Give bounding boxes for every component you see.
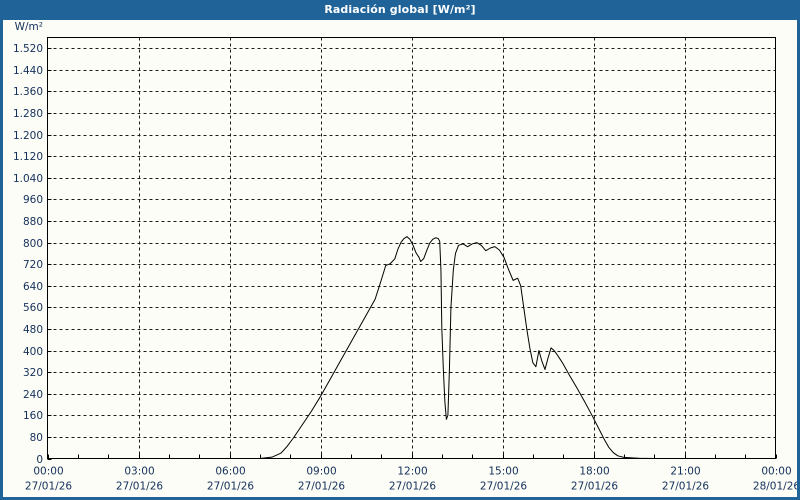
x-axis-tick-date: 27/01/26: [116, 481, 163, 493]
plot-frame-border: [47, 37, 776, 459]
x-axis-tick-date: 27/01/26: [480, 481, 527, 493]
x-axis-tick-time: 21:00: [670, 466, 700, 478]
x-axis-tick-date: 27/01/26: [298, 481, 345, 493]
y-axis-tick-label: 960: [23, 194, 43, 206]
y-axis-tick-label: 640: [23, 281, 43, 293]
x-axis-tick-time: 18:00: [579, 466, 609, 478]
x-axis-tick-time: 03:00: [124, 466, 154, 478]
x-axis-tick-time: 15:00: [488, 466, 518, 478]
x-axis-tick-date: 27/01/26: [662, 481, 709, 493]
y-axis-tick-label: 720: [23, 259, 43, 271]
x-axis-tick-date: 27/01/26: [25, 481, 72, 493]
x-axis-tick-date: 27/01/26: [389, 481, 436, 493]
y-axis-tick-label: 320: [23, 367, 43, 379]
y-axis-tick-label: 1.040: [13, 173, 43, 185]
x-axis-tick-time: 00:00: [33, 466, 63, 478]
chart-plot-area: 0 80 160 240 320 400 480 560 640 720 800 880 960 1.04…: [3, 20, 797, 497]
y-axis-tick-label: 160: [23, 410, 43, 422]
x-axis-tick-time: 09:00: [306, 466, 336, 478]
y-axis-tick-label: 1.280: [13, 108, 43, 120]
radiation-series-line: [47, 236, 776, 459]
y-axis-tick-label: 800: [23, 238, 43, 250]
y-axis-tick-label: 1.360: [13, 86, 43, 98]
y-axis-tick-label: 1.440: [13, 65, 43, 77]
y-axis-labels-group: 0 80 160 240 320 400 480 560 640 720 800 880 960 1.04…: [13, 43, 43, 466]
y-axis-tick-label: 880: [23, 216, 43, 228]
y-axis-tick-label: 480: [23, 324, 43, 336]
x-axis-tick-date: 28/01/26: [753, 481, 797, 493]
gridlines-group: [47, 37, 776, 459]
x-axis-tick-time: 00:00: [761, 466, 791, 478]
y-axis-tick-label: 1.200: [13, 130, 43, 142]
y-axis-tick-label: 0: [36, 454, 43, 466]
axis-ticks-group: [47, 48, 777, 460]
y-axis-tick-label: 1.120: [13, 151, 43, 163]
window-title-bar: Radiación global [W/m²]: [0, 0, 800, 20]
radiation-line-chart: 0 80 160 240 320 400 480 560 640 720 800 880 960 1.04…: [13, 21, 797, 493]
y-axis-tick-label: 400: [23, 346, 43, 358]
page-title: Radiación global [W/m²]: [324, 3, 476, 16]
y-axis-tick-label: 560: [23, 302, 43, 314]
x-axis-labels-group: 00:00 27/01/26 03:00 27/01/26 06:00 27/01/26 0…: [25, 466, 797, 493]
y-axis-tick-label: 240: [23, 389, 43, 401]
x-axis-tick-time: 12:00: [397, 466, 427, 478]
x-axis-tick-time: 06:00: [215, 466, 245, 478]
y-axis-tick-label: 1.520: [13, 43, 43, 55]
x-axis-tick-date: 27/01/26: [207, 481, 254, 493]
x-axis-tick-date: 27/01/26: [571, 481, 618, 493]
y-axis-unit-label: W/m²: [15, 21, 43, 33]
y-axis-tick-label: 80: [30, 432, 43, 444]
